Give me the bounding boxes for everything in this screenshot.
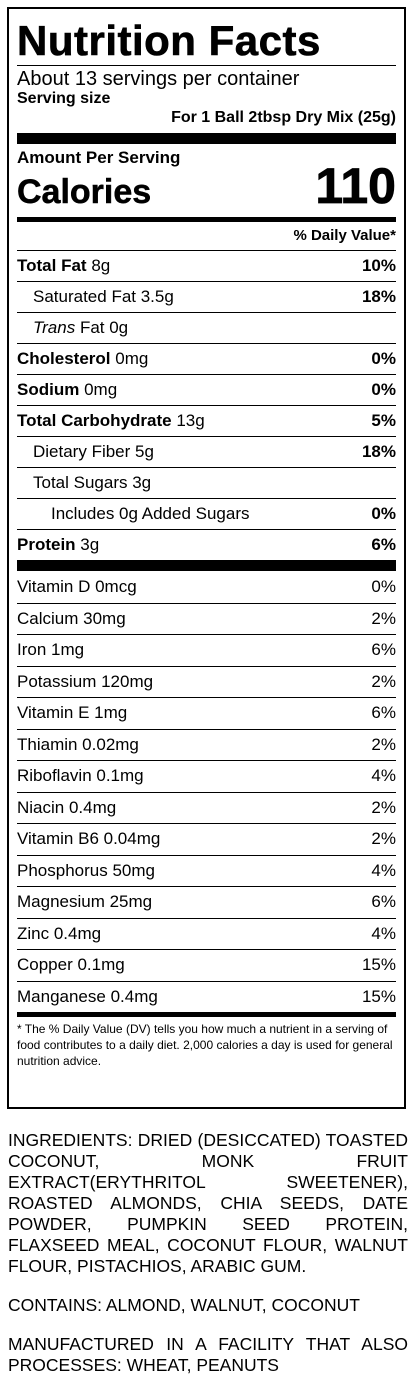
vitamin-row: Vitamin E 1mg 6% [17,697,396,729]
nutrient-name: Dietary Fiber 5g [33,442,154,461]
vitamin-dv: 4% [371,860,396,880]
vitamin-dv: 4% [371,923,396,943]
amount-per-serving: Amount Per Serving [17,148,181,167]
serving-size-value: For 1 Ball 2tbsp Dry Mix (25g) [171,109,396,126]
nutrient-dv: 18% [361,442,396,461]
nutrient-name: Saturated Fat 3.5g [33,287,174,306]
facility-statement: MANUFACTURED IN A FACILITY THAT ALSO PRO… [8,1334,408,1375]
vitamin-name: Copper 0.1mg [17,955,125,975]
vitamin-row: Riboflavin 0.1mg 4% [17,760,396,792]
nutrient-row-dietary-fiber: Dietary Fiber 5g 18% [17,436,396,467]
nutrient-dv: 10% [361,256,396,275]
nutrient-amount: 0mg [84,380,118,399]
vitamin-row: Vitamin B6 0.04mg 2% [17,823,396,855]
nutrient-name: Includes 0g Added Sugars [51,504,250,523]
nutrient-row-trans-fat: Trans Fat 0g [17,312,396,343]
vitamin-list: Vitamin D 0mcg 0% Calcium 30mg 2% Iron 1mg… [17,571,396,1012]
daily-value-header: % Daily Value* [293,227,396,244]
vitamin-name: Magnesium 25mg [17,892,153,912]
nutrient-row-protein: Protein 3g 6% [17,529,396,560]
vitamin-dv: 2% [371,671,396,691]
calories-row: Calories 110 [17,161,397,212]
calories-value: 110 [315,158,396,214]
nutrient-dv: 6% [371,535,396,554]
nutrient-amount: 3g [80,535,100,554]
medium-divider [17,217,396,222]
nutrient-dv: 0% [371,504,396,523]
vitamin-dv: 4% [371,766,396,786]
vitamin-row: Vitamin D 0mcg 0% [17,571,396,603]
daily-value-footnote: * The % Daily Value (DV) tells you how m… [17,1012,396,1069]
vitamin-dv: 2% [371,829,396,849]
vitamin-row: Niacin 0.4mg 2% [17,791,396,824]
vitamin-row: Calcium 30mg 2% [17,602,396,635]
servings-per-container: About 13 servings per container [17,68,300,90]
vitamin-name: Calcium 30mg [17,608,126,628]
vitamin-dv: 6% [371,640,396,660]
nutrient-amount: 13g [176,411,205,430]
vitamin-row: Phosphorus 50mg 4% [17,854,396,887]
serving-size-label: Serving size [17,90,111,107]
divider [17,65,396,66]
vitamin-dv: 2% [371,797,396,817]
vitamin-dv: 15% [361,986,396,1006]
ingredients-section: INGREDIENTS: DRIED (DESICCATED) TOASTED … [8,1130,408,1394]
nutrient-name: Total Sugars 3g [33,473,152,492]
vitamin-name: Manganese 0.4mg [17,986,158,1006]
vitamin-dv: 0% [371,576,396,596]
vitamin-name: Vitamin E 1mg [17,703,128,723]
vitamin-row: Copper 0.1mg 15% [17,949,396,981]
nutrient-row-total-sugars: Total Sugars 3g [17,467,396,498]
vitamin-row: Potassium 120mg 2% [17,665,396,698]
vitamin-name: Phosphorus 50mg [17,860,155,880]
vitamin-row: Magnesium 25mg 6% [17,886,396,918]
label-title: Nutrition Facts [17,17,321,65]
vitamin-name: Iron 1mg [17,640,85,660]
vitamin-dv: 2% [371,608,396,628]
nutrient-amount: 8g [91,256,111,275]
vitamin-name: Thiamin 0.02mg [17,734,139,754]
vitamin-name: Potassium 120mg [17,671,154,691]
vitamin-row: Manganese 0.4mg 15% [17,980,396,1013]
nutrient-amount: Fat 0g [79,318,129,337]
nutrient-amount: 0mg [115,349,149,368]
vitamin-row: Thiamin 0.02mg 2% [17,728,396,761]
nutrient-dv: 0% [371,380,396,399]
nutrient-dv: 18% [361,287,396,306]
nutrition-facts-panel: Nutrition Facts About 13 servings per co… [7,7,406,1109]
nutrient-name: Protein [17,535,76,554]
vitamin-name: Riboflavin 0.1mg [17,766,144,786]
vitamin-name: Zinc 0.4mg [17,923,102,943]
vitamin-row: Zinc 0.4mg 4% [17,917,396,950]
nutrient-row-cholesterol: Cholesterol 0mg 0% [17,343,396,374]
vitamin-dv: 2% [371,734,396,754]
heavy-divider [17,560,396,571]
vitamin-dv: 6% [371,703,396,723]
nutrient-row-total-fat: Total Fat 8g 10% [17,250,396,281]
vitamin-dv: 6% [371,892,396,912]
nutrient-name: Total Fat [17,256,87,275]
calories-label: Calories [17,173,152,212]
vitamin-name: Niacin 0.4mg [17,797,117,817]
heavy-divider [17,133,396,144]
nutrient-row-saturated-fat: Saturated Fat 3.5g 18% [17,281,396,312]
ingredients-text: INGREDIENTS: DRIED (DESICCATED) TOASTED … [8,1130,408,1276]
nutrient-name: Cholesterol [17,349,111,368]
vitamin-row: Iron 1mg 6% [17,634,396,666]
nutrient-name: Trans [33,318,76,337]
allergen-contains: CONTAINS: ALMOND, WALNUT, COCONUT [8,1295,360,1315]
nutrient-dv: 5% [371,411,396,430]
nutrient-row-sodium: Sodium 0mg 0% [17,374,396,405]
vitamin-name: Vitamin D 0mcg [17,576,137,596]
nutrient-name: Total Carbohydrate [17,411,172,430]
nutrient-name: Sodium [17,380,80,399]
nutrient-row-added-sugars: Includes 0g Added Sugars 0% [17,498,396,529]
vitamin-name: Vitamin B6 0.04mg [17,829,161,849]
nutrient-dv: 0% [371,349,396,368]
vitamin-dv: 15% [361,955,396,975]
nutrient-row-total-carbohydrate: Total Carbohydrate 13g 5% [17,405,396,436]
